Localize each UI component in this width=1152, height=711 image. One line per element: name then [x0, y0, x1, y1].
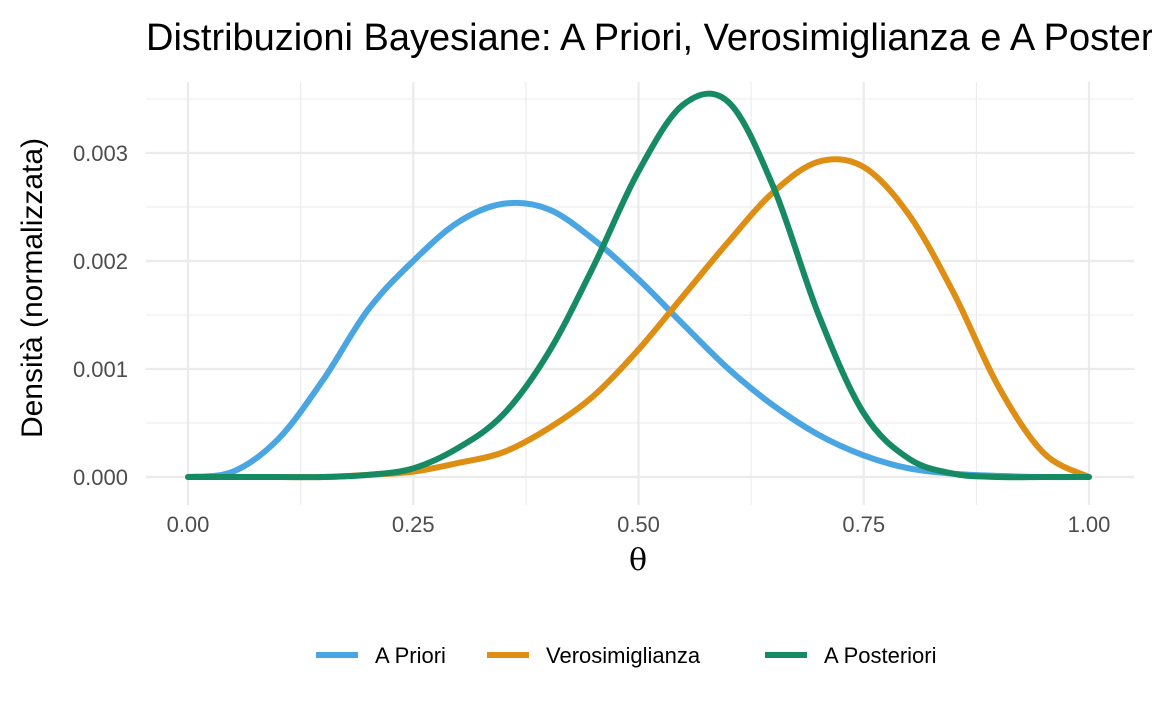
x-tick-label: 0.25 [392, 512, 435, 537]
x-tick-labels: 0.00 0.25 0.50 0.75 1.00 [167, 512, 1111, 537]
y-tick-label: 0.002 [73, 249, 128, 274]
x-tick-label: 0.50 [617, 512, 660, 537]
y-tick-label: 0.000 [73, 465, 128, 490]
y-tick-label: 0.003 [73, 141, 128, 166]
legend-label-verosimiglianza: Verosimiglianza [546, 643, 701, 668]
legend-label-a-priori: A Priori [375, 643, 446, 668]
legend-label-a-posteriori: A Posteriori [824, 643, 937, 668]
x-axis-label: θ [629, 543, 647, 578]
y-tick-label: 0.001 [73, 357, 128, 382]
series-line-a-posteriori [185, 90, 1092, 481]
y-axis-label: Densità (normalizzata) [16, 138, 49, 438]
legend: A Priori Verosimiglianza A Posteriori [316, 643, 937, 668]
y-tick-labels: 0.000 0.001 0.002 0.003 [73, 141, 128, 490]
x-tick-label: 0.00 [167, 512, 210, 537]
x-tick-label: 1.00 [1068, 512, 1111, 537]
x-tick-label: 0.75 [842, 512, 885, 537]
series-lines [185, 90, 1092, 481]
chart-title: Distribuzioni Bayesiane: A Priori, Veros… [146, 17, 1152, 59]
grid [146, 82, 1134, 505]
